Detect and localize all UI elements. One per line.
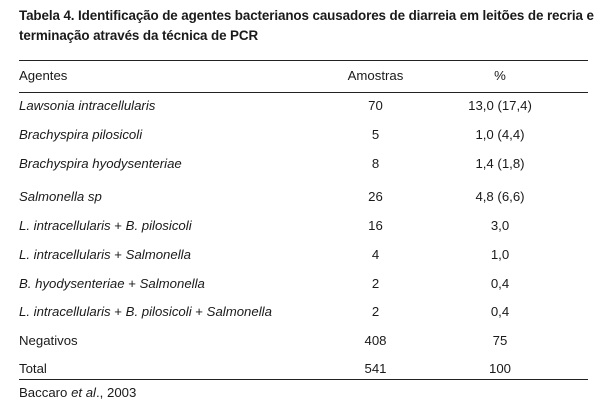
table-row: Total 541 100 — [0, 359, 600, 379]
table-row: L. intracellularis + B. pilosicoli 16 3,0 — [0, 216, 600, 236]
table-row: Negativos 408 75 — [0, 331, 600, 351]
agent-text: B. pilosicoli — [125, 304, 192, 319]
cell-agent: Negativos — [19, 331, 78, 351]
agent-text: Brachyspira hyodysenteriae — [19, 156, 182, 171]
agent-text: + — [191, 304, 207, 319]
agent-text: + — [110, 218, 126, 233]
table-row: Lawsonia intracellularis 70 13,0 (17,4) — [0, 96, 600, 116]
agent-text: Salmonella — [206, 304, 272, 319]
cell-agent: Brachyspira pilosicoli — [19, 125, 142, 145]
agent-text: + — [110, 304, 126, 319]
cell-percent: 1,0 (4,4) — [475, 127, 525, 142]
cell-percent: 1,0 — [490, 247, 510, 262]
agent-text: Total — [19, 361, 47, 376]
table-header-row: Agentes Amostras % — [0, 66, 600, 86]
table-row: Salmonella sp 26 4,8 (6,6) — [0, 187, 600, 207]
header-amostras: Amostras — [347, 68, 404, 83]
cell-percent: 4,8 (6,6) — [475, 189, 525, 204]
agent-text: Salmonella — [139, 276, 205, 291]
cell-agent: L. intracellularis + B. pilosicoli + Sal… — [19, 302, 272, 322]
agent-text: + — [110, 247, 126, 262]
table-header-rule — [19, 92, 588, 93]
cell-amostras: 4 — [371, 247, 380, 262]
cell-agent: Salmonella sp — [19, 187, 102, 207]
cell-percent: 0,4 — [490, 276, 510, 291]
table-row: Brachyspira pilosicoli 5 1,0 (4,4) — [0, 125, 600, 145]
cell-agent: L. intracellularis + B. pilosicoli — [19, 216, 192, 236]
table-row: L. intracellularis + B. pilosicoli + Sal… — [0, 302, 600, 322]
agent-text: Salmonella — [125, 247, 191, 262]
cell-percent: 75 — [492, 333, 508, 348]
agent-text: Negativos — [19, 333, 78, 348]
cell-percent: 13,0 (17,4) — [468, 98, 532, 113]
cell-agent: L. intracellularis + Salmonella — [19, 245, 191, 265]
header-percent: % — [494, 68, 506, 83]
agent-text: L. intracellularis — [19, 218, 111, 233]
cell-percent: 100 — [488, 361, 511, 376]
table-row: L. intracellularis + Salmonella 4 1,0 — [0, 245, 600, 265]
cell-amostras: 8 — [371, 156, 380, 171]
cell-percent: 0,4 — [490, 304, 510, 319]
agent-text: Lawsonia intracellularis — [19, 98, 156, 113]
cell-agent: Total — [19, 359, 47, 379]
table-source: Baccaro et al., 2003 — [19, 383, 136, 403]
header-agentes: Agentes — [19, 68, 68, 83]
cell-amostras: 408 — [364, 333, 387, 348]
cell-agent: Brachyspira hyodysenteriae — [19, 154, 182, 174]
cell-amostras: 5 — [371, 127, 380, 142]
agent-text: Salmonella sp — [19, 189, 102, 204]
cell-amostras: 2 — [371, 304, 380, 319]
agent-text: Brachyspira pilosicoli — [19, 127, 143, 142]
cell-agent: Lawsonia intracellularis — [19, 96, 155, 116]
cell-amostras: 26 — [368, 189, 383, 204]
table-row: Brachyspira hyodysenteriae 8 1,4 (1,8) — [0, 154, 600, 174]
agent-text: B. pilosicoli — [125, 218, 192, 233]
cell-amostras: 2 — [371, 276, 380, 291]
cell-agent: B. hyodysenteriae + Salmonella — [19, 274, 205, 294]
source-year: ., 2003 — [96, 385, 137, 400]
cell-percent: 3,0 — [490, 218, 510, 233]
agent-text: B. hyodysenteriae — [19, 276, 125, 291]
table-bottom-rule — [19, 379, 588, 380]
table-caption: Tabela 4. Identificação de agentes bacte… — [19, 6, 597, 46]
cell-amostras: 16 — [368, 218, 383, 233]
cell-percent: 1,4 (1,8) — [475, 156, 525, 171]
agent-text: L. intracellularis — [19, 247, 111, 262]
table-row: B. hyodysenteriae + Salmonella 2 0,4 — [0, 274, 600, 294]
cell-amostras: 70 — [368, 98, 383, 113]
caption-line-1: Tabela 4. Identificação de agentes bacte… — [19, 8, 594, 23]
source-authors: Baccaro — [19, 385, 68, 400]
agent-text: + — [124, 276, 140, 291]
source-etal: et al — [71, 385, 96, 400]
cell-amostras: 541 — [364, 361, 387, 376]
table-top-rule — [19, 60, 588, 61]
agent-text: L. intracellularis — [19, 304, 111, 319]
caption-line-2: terminação através da técnica de PCR — [19, 28, 259, 43]
